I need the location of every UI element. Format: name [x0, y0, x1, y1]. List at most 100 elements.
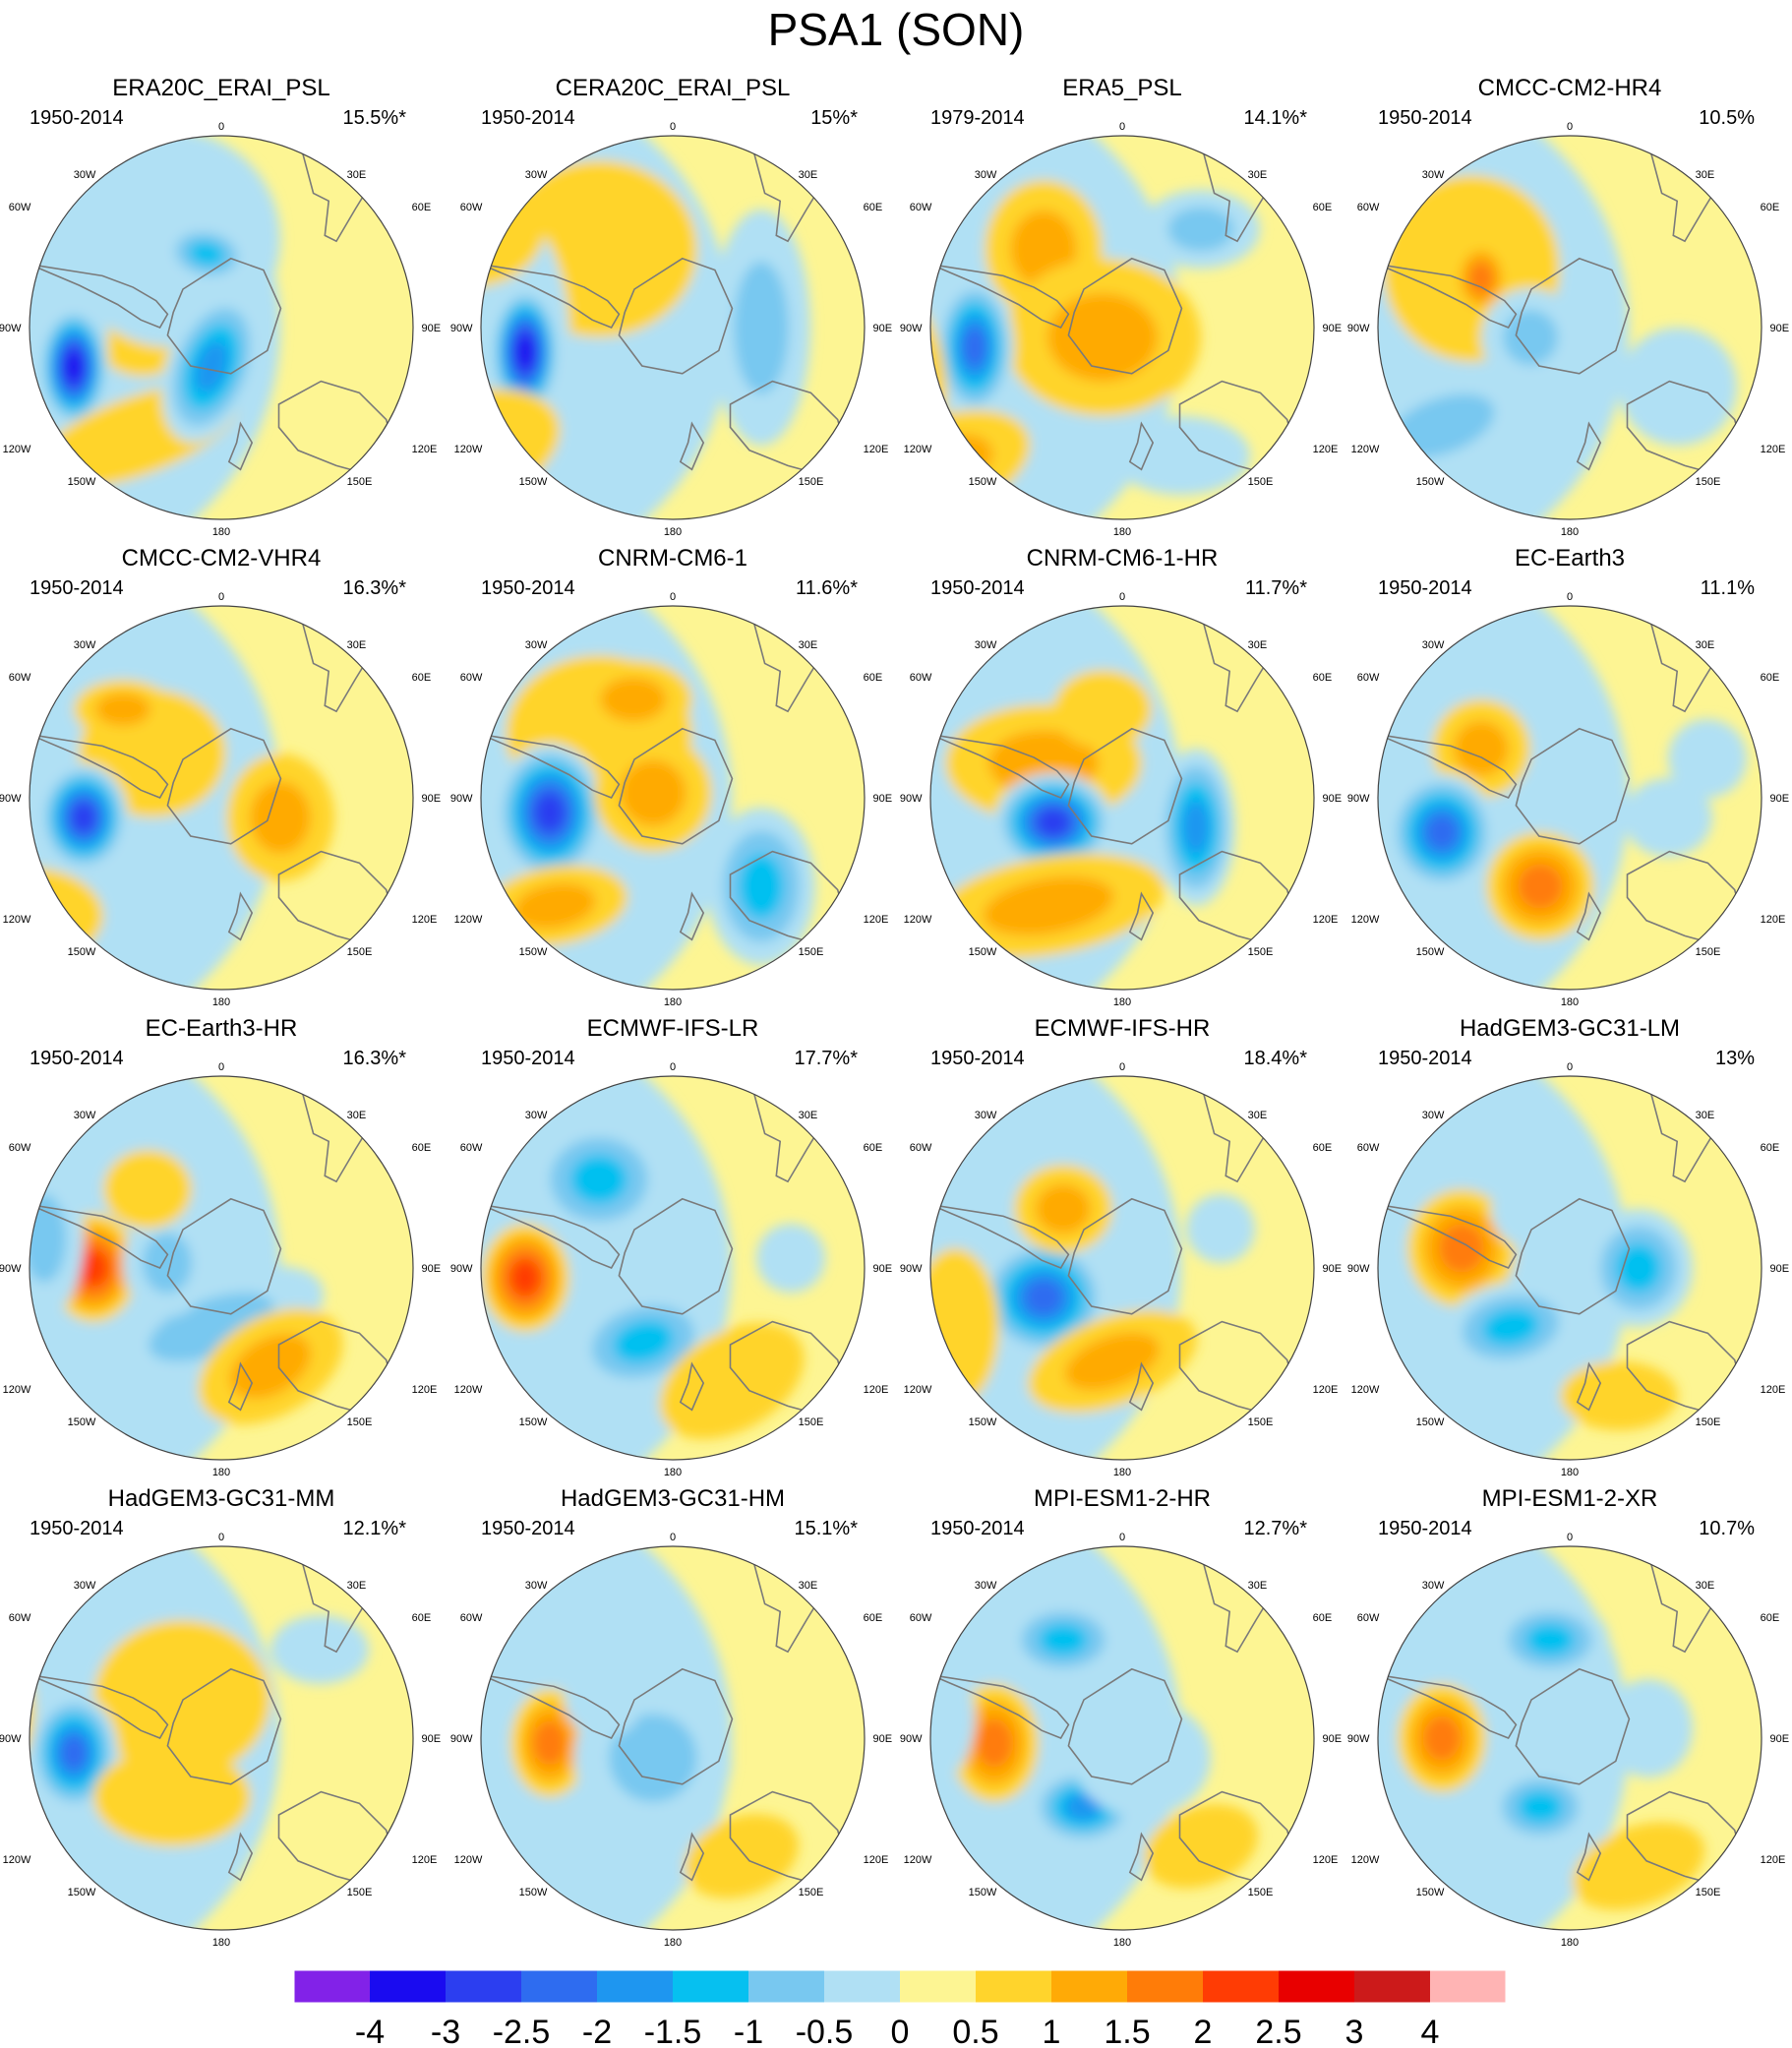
longitude-label: 0 [670, 1061, 676, 1073]
longitude-label: 120E [1313, 444, 1339, 455]
longitude-label: 90E [1323, 1733, 1343, 1745]
anomaly-contour [1378, 606, 1629, 990]
longitude-label: 30W [525, 1580, 548, 1592]
colorbar-swatch [824, 1970, 900, 2003]
anomaly-contour [1423, 1716, 1461, 1761]
longitude-label: 150E [347, 476, 373, 488]
anomaly-contour [95, 693, 150, 726]
panel-period: 1950-2014 [1378, 1048, 1472, 1069]
coastline [1515, 727, 1631, 845]
longitude-label: 150E [1696, 946, 1721, 958]
map-panel: EC-Earth3-HR 1950-2014 16.3%* 0 180 30W 60W 90W… [0, 1015, 441, 1478]
anomaly-contour [609, 1714, 697, 1802]
longitude-label: 60W [9, 672, 31, 684]
coastline [297, 606, 372, 713]
colorbar-swatch [1354, 1970, 1430, 2003]
longitude-label: 150E [347, 1416, 373, 1428]
coastline [679, 891, 705, 941]
longitude-label: 120W [1351, 914, 1380, 926]
colorbar-label: -1 [734, 2014, 763, 2048]
colorbar-swatch [1430, 1970, 1506, 2003]
panel-title: MPI-ESM1-2-XR [1482, 1485, 1658, 1512]
map-frame [480, 1545, 866, 1931]
coastline [930, 1203, 1070, 1270]
anomaly-contour [149, 1293, 274, 1361]
longitude-label: 150E [1696, 476, 1721, 488]
coastline [30, 1203, 169, 1270]
map-frame [480, 1075, 866, 1461]
longitude-label: 30E [347, 639, 367, 651]
panel-title: CNRM-CM6-1 [598, 545, 747, 572]
longitude-label: 120W [454, 444, 483, 455]
longitude-label: 150E [1248, 946, 1274, 958]
panel-period: 1950-2014 [930, 1518, 1025, 1539]
anomaly-contour [976, 1718, 1013, 1768]
colorbar-label: 3 [1345, 2014, 1364, 2048]
anomaly-contour [188, 241, 225, 267]
longitude-label: 120E [864, 444, 889, 455]
coastline [1576, 421, 1602, 471]
panel-title: EC-Earth3 [1515, 545, 1625, 572]
longitude-label: 120W [1351, 1384, 1380, 1396]
longitude-label: 150W [68, 1887, 96, 1898]
coastline [227, 1832, 254, 1882]
anomaly-contour [30, 1546, 280, 1930]
anomaly-contour [1053, 670, 1152, 749]
longitude-label: 30E [347, 169, 367, 181]
panel-variance: 15.1%* [795, 1518, 859, 1539]
longitude-label: 120W [1351, 444, 1380, 455]
longitude-label: 30W [74, 1580, 96, 1592]
longitude-label: 30W [975, 639, 997, 651]
longitude-label: 30E [1248, 639, 1268, 651]
anomaly-contour [103, 1150, 192, 1229]
map-frame [929, 1075, 1315, 1461]
coastline [297, 1076, 372, 1183]
longitude-label: 30E [347, 1580, 367, 1592]
longitude-label: 60W [9, 1142, 31, 1154]
panel-title: ERA20C_ERAI_PSL [112, 75, 329, 101]
longitude-label: 120W [3, 1384, 31, 1396]
longitude-label: 30W [1422, 1580, 1445, 1592]
longitude-label: 150E [1696, 1416, 1721, 1428]
longitude-label: 90W [0, 323, 22, 334]
longitude-label: 150W [969, 1887, 997, 1898]
panel-title: CERA20C_ERAI_PSL [556, 75, 791, 101]
longitude-label: 30W [525, 169, 548, 181]
longitude-label: 120E [864, 914, 889, 926]
longitude-label: 0 [1567, 591, 1573, 603]
longitude-label: 90E [422, 1733, 442, 1745]
map-frame [929, 135, 1315, 520]
anomaly-contour [620, 759, 687, 826]
longitude-label: 180 [664, 1937, 682, 1949]
panel-variance: 12.7%* [1244, 1518, 1308, 1539]
map-panel: CMCC-CM2-HR4 1950-2014 10.5% 0 180 30W 60W 90W 1… [1347, 75, 1789, 538]
anomaly-contour [30, 606, 280, 990]
longitude-label: 150E [1248, 476, 1274, 488]
longitude-label: 180 [664, 1467, 682, 1478]
longitude-label: 30W [74, 169, 96, 181]
longitude-label: 0 [1119, 1061, 1125, 1073]
coastline [1576, 1832, 1602, 1882]
anomaly-contour [1503, 310, 1558, 365]
coastline [227, 421, 254, 471]
anomaly-contour [65, 352, 83, 382]
anomaly-contour [509, 1259, 541, 1296]
panel-variance: 16.3%* [343, 1048, 407, 1069]
coastline [1576, 891, 1602, 941]
longitude-label: 60E [1761, 672, 1780, 684]
coastline [481, 1673, 621, 1740]
coastline [297, 1546, 372, 1654]
longitude-label: 180 [1561, 996, 1579, 1008]
longitude-label: 60E [1761, 1612, 1780, 1624]
anomaly-contour [1560, 1361, 1678, 1430]
colorbar-swatch [976, 1970, 1051, 2003]
longitude-label: 30W [975, 1110, 997, 1121]
anomaly-contour [684, 1814, 800, 1898]
panel-period: 1950-2014 [30, 1518, 124, 1539]
longitude-label: 60W [1357, 1142, 1380, 1154]
longitude-label: 0 [670, 591, 676, 603]
longitude-label: 60W [1357, 202, 1380, 213]
map-frame [1377, 1075, 1762, 1461]
map-panel: ECMWF-IFS-LR 1950-2014 17.7%* 0 180 30W 60W 90W… [450, 1015, 892, 1478]
